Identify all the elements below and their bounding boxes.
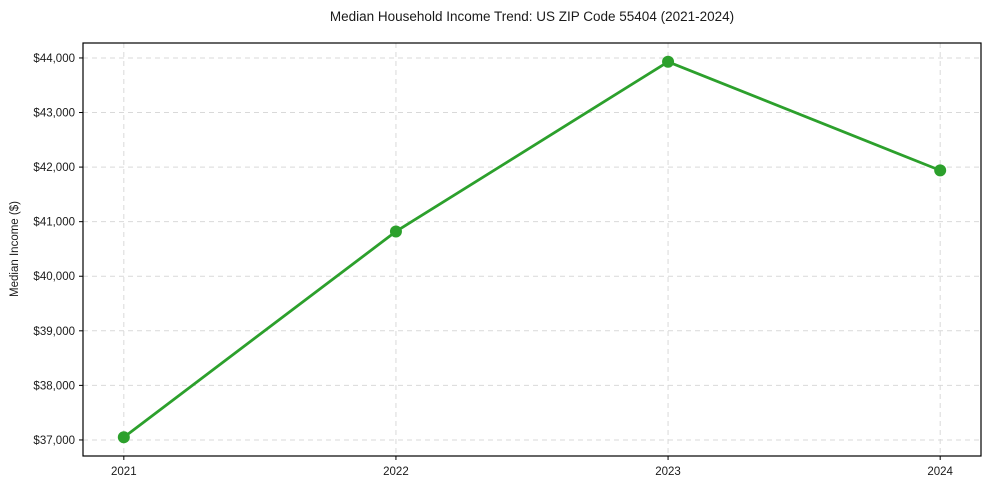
data-point-marker [117,431,130,444]
y-tick-label: $40,000 [33,271,75,283]
x-tick-label: 2022 [383,466,409,478]
x-tick-label: 2023 [655,466,681,478]
y-tick-label: $44,000 [33,53,75,65]
trend-line [122,60,942,439]
y-tick-label: $43,000 [33,108,75,120]
x-tick-label: 2024 [927,466,953,478]
data-point-marker [389,225,402,238]
y-tick-label: $37,000 [33,435,75,447]
chart-title: Median Household Income Trend: US ZIP Co… [329,9,735,24]
x-tick-label: 2021 [111,466,137,478]
y-tick-label: $41,000 [33,217,75,229]
data-point-marker [662,55,675,68]
data-point-marker [934,164,947,177]
plot-border [82,42,982,457]
y-tick-label: $42,000 [33,162,75,174]
y-tick-label: $38,000 [33,380,75,392]
y-tick-label: $39,000 [33,326,75,338]
